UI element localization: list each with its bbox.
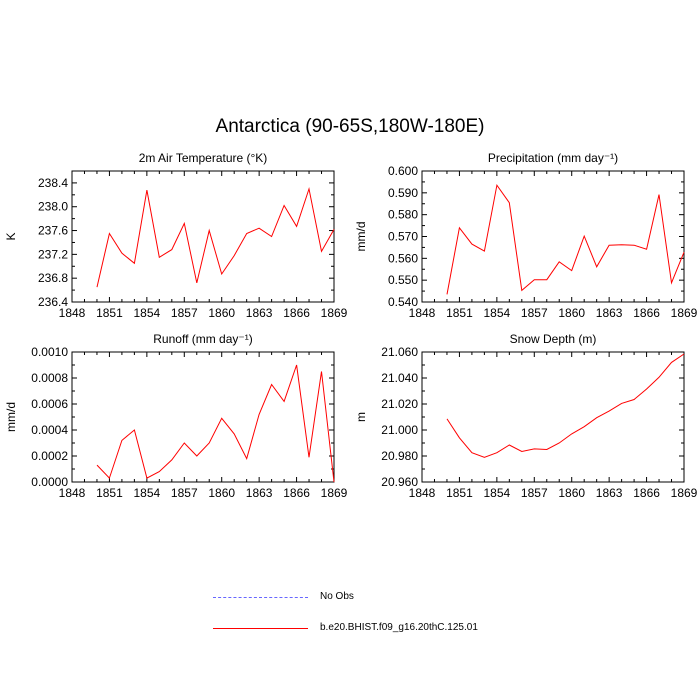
y-tick-label: 0.570	[388, 230, 418, 244]
y-tick-label: 238.4	[38, 176, 68, 190]
x-tick-label: 1848	[59, 306, 86, 320]
y-tick-label: 236.4	[38, 295, 68, 309]
y-tick-label: 236.8	[38, 271, 68, 285]
y-tick-label: 21.060	[381, 345, 418, 359]
x-tick-label: 1863	[596, 306, 623, 320]
x-tick-label: 1869	[321, 486, 348, 500]
panel-title: Precipitation (mm day⁻¹)	[488, 151, 618, 165]
x-tick-label: 1866	[283, 306, 310, 320]
y-axis-label: m	[354, 412, 368, 422]
y-axis-label: K	[4, 232, 18, 240]
x-tick-label: 1866	[633, 486, 660, 500]
chart-panel-2: Precipitation (mm day⁻¹) mm/d 1848 1851 1854…	[354, 151, 698, 320]
y-tick-label: 0.0008	[31, 371, 68, 385]
figure-title: Antarctica (90-65S,180W-180E)	[215, 116, 485, 137]
legend-line-obs	[213, 597, 308, 598]
y-tick-label: 237.6	[38, 224, 68, 238]
chart-panel-1: 2m Air Temperature (°K) K 1848 1851 1854 1857…	[4, 151, 348, 320]
series-line-1	[446, 183, 685, 295]
y-tick-label: 0.560	[388, 251, 418, 265]
x-tick-label: 1857	[171, 486, 198, 500]
x-tick-label: 1866	[283, 486, 310, 500]
x-tick-label: 1857	[521, 306, 548, 320]
y-tick-label: 21.040	[381, 371, 418, 385]
x-tick-label: 1854	[484, 306, 511, 320]
panel-title: Snow Depth (m)	[510, 332, 597, 346]
y-tick-label: 20.960	[381, 475, 418, 489]
panel-title: Runoff (mm day⁻¹)	[153, 332, 252, 346]
y-tick-label: 0.580	[388, 208, 418, 222]
series-line-1	[96, 186, 335, 288]
x-tick-label: 1851	[96, 306, 123, 320]
y-tick-label: 237.2	[38, 247, 68, 261]
x-tick-label: 1848	[409, 306, 436, 320]
x-tick-label: 1854	[134, 486, 161, 500]
x-tick-label: 1854	[134, 306, 161, 320]
x-tick-label: 1851	[446, 486, 473, 500]
x-tick-label: 1860	[208, 306, 235, 320]
y-tick-label: 0.590	[388, 186, 418, 200]
plot-frame	[421, 351, 685, 483]
x-tick-label: 1869	[321, 306, 348, 320]
x-tick-label: 1848	[59, 486, 86, 500]
y-tick-label: 238.0	[38, 200, 68, 214]
y-tick-label: 0.540	[388, 295, 418, 309]
x-tick-label: 1863	[246, 486, 273, 500]
y-tick-label: 21.000	[381, 423, 418, 437]
y-tick-label: 0.0006	[31, 397, 68, 411]
legend-line-model	[213, 628, 308, 629]
x-tick-label: 1857	[521, 486, 548, 500]
y-tick-label: 20.980	[381, 449, 418, 463]
y-tick-label: 0.550	[388, 273, 418, 287]
x-tick-label: 1866	[633, 306, 660, 320]
y-axis-label: mm/d	[4, 402, 18, 432]
x-tick-label: 1869	[671, 486, 698, 500]
x-tick-label: 1860	[208, 486, 235, 500]
legend-label-obs: No Obs	[320, 591, 354, 602]
x-tick-label: 1863	[596, 486, 623, 500]
y-tick-label: 0.600	[388, 164, 418, 178]
x-tick-label: 1860	[558, 486, 585, 500]
x-tick-label: 1860	[558, 306, 585, 320]
y-tick-label: 21.020	[381, 397, 418, 411]
y-axis-label: mm/d	[354, 222, 368, 252]
x-tick-label: 1851	[96, 486, 123, 500]
x-tick-label: 1851	[446, 306, 473, 320]
legend-label-model: b.e20.BHIST.f09_g16.20thC.125.01	[320, 622, 478, 633]
panel-title: 2m Air Temperature (°K)	[139, 151, 268, 165]
x-tick-label: 1869	[671, 306, 698, 320]
series-line-1	[446, 353, 685, 458]
y-tick-label: 0.0002	[31, 449, 68, 463]
x-tick-label: 1854	[484, 486, 511, 500]
series-line-1	[96, 364, 335, 483]
plot-frame	[71, 170, 335, 303]
y-tick-label: 0.0000	[31, 475, 68, 489]
plot-frame	[421, 170, 685, 303]
chart-panel-4: Snow Depth (m) m 1848 1851 1854 1857 1860 1863 1…	[354, 332, 698, 500]
x-tick-label: 1848	[409, 486, 436, 500]
x-tick-label: 1857	[171, 306, 198, 320]
y-tick-label: 0.0004	[31, 423, 68, 437]
x-tick-label: 1863	[246, 306, 273, 320]
chart-panel-3: Runoff (mm day⁻¹) mm/d 1848 1851 1854 1857 186…	[4, 332, 348, 500]
y-tick-label: 0.0010	[31, 345, 68, 359]
